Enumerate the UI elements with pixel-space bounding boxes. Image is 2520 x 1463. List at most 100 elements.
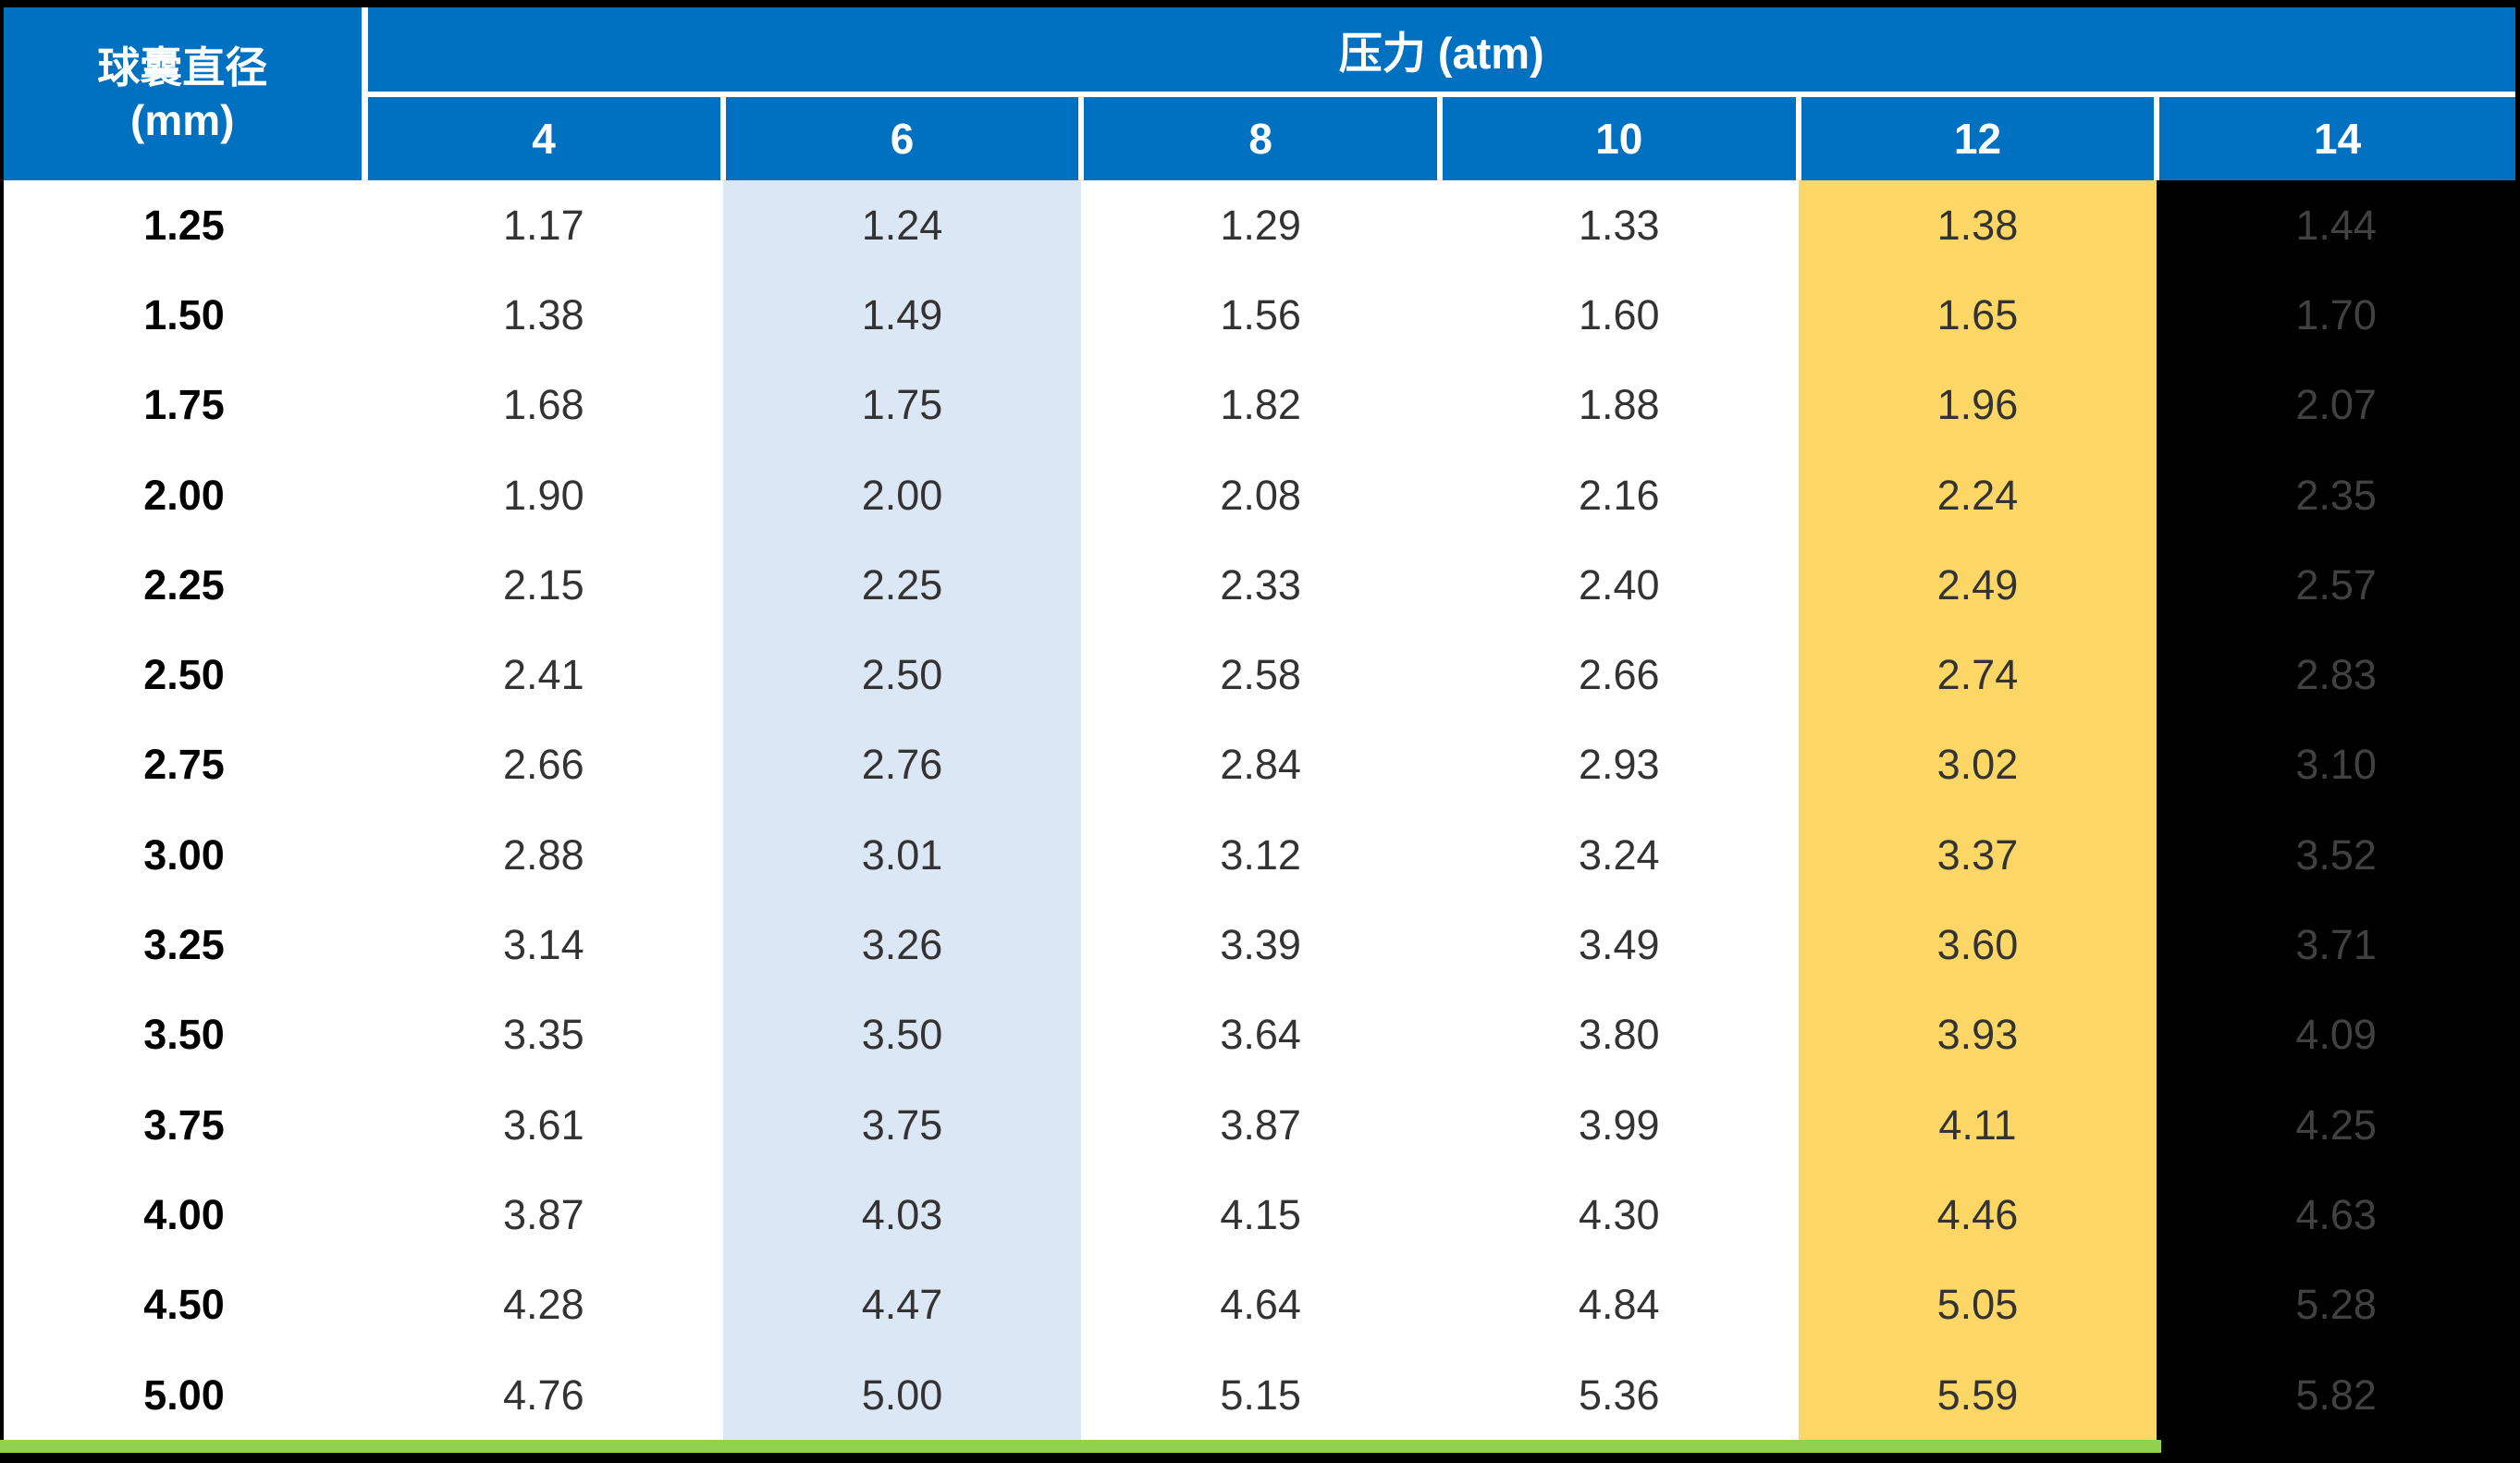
value-cell-14atm: 4.63 xyxy=(2157,1170,2515,1260)
table-row: 4.00 3.87 4.03 4.15 4.30 4.46 4.63 xyxy=(4,1170,2515,1260)
value-cell-8atm: 2.33 xyxy=(1220,560,1301,609)
value-cell-10atm: 4.84 xyxy=(1579,1281,1660,1329)
diameter-cell: 3.25 xyxy=(143,921,225,969)
table-row: 4.50 4.28 4.47 4.64 4.84 5.05 5.28 xyxy=(4,1260,2515,1350)
value-cell-14atm: 3.71 xyxy=(2157,900,2515,990)
value-cell-10atm: 1.88 xyxy=(1579,381,1660,429)
value-cell-6atm: 2.76 xyxy=(722,719,1082,811)
value-cell-14atm: 4.25 xyxy=(2157,1079,2515,1171)
value-cell-12atm: 2.74 xyxy=(1798,630,2157,720)
value-cell-14atm: 2.83 xyxy=(2157,630,2515,720)
table-row: 2.50 2.41 2.50 2.58 2.66 2.74 2.83 xyxy=(4,630,2515,720)
value-cell-4atm: 1.90 xyxy=(503,471,584,519)
diameter-cell: 5.00 xyxy=(143,1371,225,1419)
value-cell-10atm: 1.33 xyxy=(1579,201,1660,249)
value-cell-6atm: 3.01 xyxy=(722,810,1082,901)
value-cell-14atm: 1.44 xyxy=(2157,180,2515,271)
diameter-cell: 2.00 xyxy=(143,471,225,519)
value-cell-8atm: 2.58 xyxy=(1220,651,1301,699)
table-row: 1.25 1.17 1.24 1.29 1.33 1.38 1.44 xyxy=(4,180,2515,271)
value-cell-4atm: 3.14 xyxy=(503,921,584,969)
table-row: 2.25 2.15 2.25 2.33 2.40 2.49 2.57 xyxy=(4,540,2515,631)
pressure-subheader-row: 4 6 8 10 12 14 xyxy=(4,94,2515,180)
value-cell-10atm: 2.16 xyxy=(1579,471,1660,519)
value-cell-8atm: 3.12 xyxy=(1220,830,1301,879)
value-cell-4atm: 1.38 xyxy=(503,290,584,338)
value-cell-10atm: 2.40 xyxy=(1579,560,1660,609)
table-header: 球囊直径 (mm) 压力 (atm) 4 6 8 10 12 14 xyxy=(4,7,2515,180)
value-cell-12atm: 3.37 xyxy=(1798,810,2157,901)
value-cell-6atm: 3.26 xyxy=(722,900,1082,990)
value-cell-12atm: 1.96 xyxy=(1798,360,2157,450)
pressure-header-14atm: 14 xyxy=(2157,94,2515,180)
diameter-cell: 2.50 xyxy=(143,651,225,699)
pressure-header-10atm: 10 xyxy=(1439,94,1801,180)
value-cell-12atm: 5.59 xyxy=(1798,1349,2157,1441)
table-row: 1.75 1.68 1.75 1.82 1.88 1.96 2.07 xyxy=(4,360,2515,450)
diameter-cell: 1.75 xyxy=(143,381,225,429)
value-cell-6atm: 4.03 xyxy=(722,1170,1082,1260)
value-cell-10atm: 5.36 xyxy=(1579,1371,1660,1419)
value-cell-14atm: 2.57 xyxy=(2157,540,2515,631)
pressure-header-6atm: 6 xyxy=(722,94,1085,180)
diameter-cell: 3.50 xyxy=(143,1011,225,1059)
value-cell-4atm: 2.41 xyxy=(503,651,584,699)
green-accent-bar xyxy=(0,1440,2161,1454)
value-cell-10atm: 2.66 xyxy=(1579,651,1660,699)
value-cell-12atm: 1.65 xyxy=(1798,270,2157,361)
diameter-header-title: 球囊直径 xyxy=(97,43,268,92)
diameter-cell: 2.25 xyxy=(143,560,225,609)
diameter-cell: 2.75 xyxy=(143,741,225,789)
value-cell-14atm: 5.82 xyxy=(2157,1349,2515,1441)
value-cell-6atm: 1.75 xyxy=(722,360,1082,450)
value-cell-12atm: 4.46 xyxy=(1798,1170,2157,1260)
value-cell-4atm: 3.87 xyxy=(503,1190,584,1238)
value-cell-14atm: 2.07 xyxy=(2157,360,2515,450)
value-cell-14atm: 5.28 xyxy=(2157,1260,2515,1350)
value-cell-10atm: 2.93 xyxy=(1579,741,1660,789)
value-cell-6atm: 3.50 xyxy=(722,990,1082,1080)
value-cell-14atm: 3.10 xyxy=(2157,719,2515,811)
value-cell-4atm: 1.17 xyxy=(503,201,584,249)
value-cell-4atm: 3.35 xyxy=(503,1011,584,1059)
value-cell-6atm: 2.00 xyxy=(722,449,1082,541)
value-cell-8atm: 1.56 xyxy=(1220,290,1301,338)
value-cell-14atm: 3.52 xyxy=(2157,810,2515,901)
diameter-cell: 1.50 xyxy=(143,290,225,338)
value-cell-12atm: 1.38 xyxy=(1798,180,2157,271)
value-cell-4atm: 2.66 xyxy=(503,741,584,789)
value-cell-8atm: 3.39 xyxy=(1220,921,1301,969)
table-row: 5.00 4.76 5.00 5.15 5.36 5.59 5.82 xyxy=(4,1349,2515,1441)
value-cell-6atm: 1.49 xyxy=(722,270,1082,361)
value-cell-6atm: 2.25 xyxy=(722,540,1082,631)
value-cell-12atm: 4.11 xyxy=(1798,1079,2157,1171)
value-cell-4atm: 3.61 xyxy=(503,1100,584,1149)
table-row: 3.50 3.35 3.50 3.64 3.80 3.93 4.09 xyxy=(4,990,2515,1080)
value-cell-10atm: 1.60 xyxy=(1579,290,1660,338)
value-cell-8atm: 4.64 xyxy=(1220,1281,1301,1329)
value-cell-6atm: 3.75 xyxy=(722,1079,1082,1171)
diameter-column-header: 球囊直径 (mm) xyxy=(4,7,368,180)
diameter-cell: 4.50 xyxy=(143,1281,225,1329)
diameter-cell: 3.00 xyxy=(143,830,225,879)
value-cell-12atm: 5.05 xyxy=(1798,1260,2157,1350)
diameter-cell: 4.00 xyxy=(143,1190,225,1238)
diameter-header-unit: (mm) xyxy=(130,95,235,144)
table-row: 2.75 2.66 2.76 2.84 2.93 3.02 3.10 xyxy=(4,719,2515,811)
value-cell-8atm: 5.15 xyxy=(1220,1371,1301,1419)
value-cell-14atm: 2.35 xyxy=(2157,449,2515,541)
pressure-header-8atm: 8 xyxy=(1081,94,1443,180)
pressure-header-4atm: 4 xyxy=(364,94,726,180)
table-row: 3.75 3.61 3.75 3.87 3.99 4.11 4.25 xyxy=(4,1079,2515,1171)
value-cell-4atm: 2.15 xyxy=(503,560,584,609)
value-cell-14atm: 1.70 xyxy=(2157,270,2515,361)
value-cell-10atm: 3.80 xyxy=(1579,1011,1660,1059)
table-row: 2.00 1.90 2.00 2.08 2.16 2.24 2.35 xyxy=(4,449,2515,541)
value-cell-8atm: 2.08 xyxy=(1220,471,1301,519)
value-cell-12atm: 2.24 xyxy=(1798,449,2157,541)
bottom-black-bar xyxy=(0,1440,2515,1463)
value-cell-12atm: 3.60 xyxy=(1798,900,2157,990)
value-cell-8atm: 3.87 xyxy=(1220,1100,1301,1149)
value-cell-8atm: 1.29 xyxy=(1220,201,1301,249)
